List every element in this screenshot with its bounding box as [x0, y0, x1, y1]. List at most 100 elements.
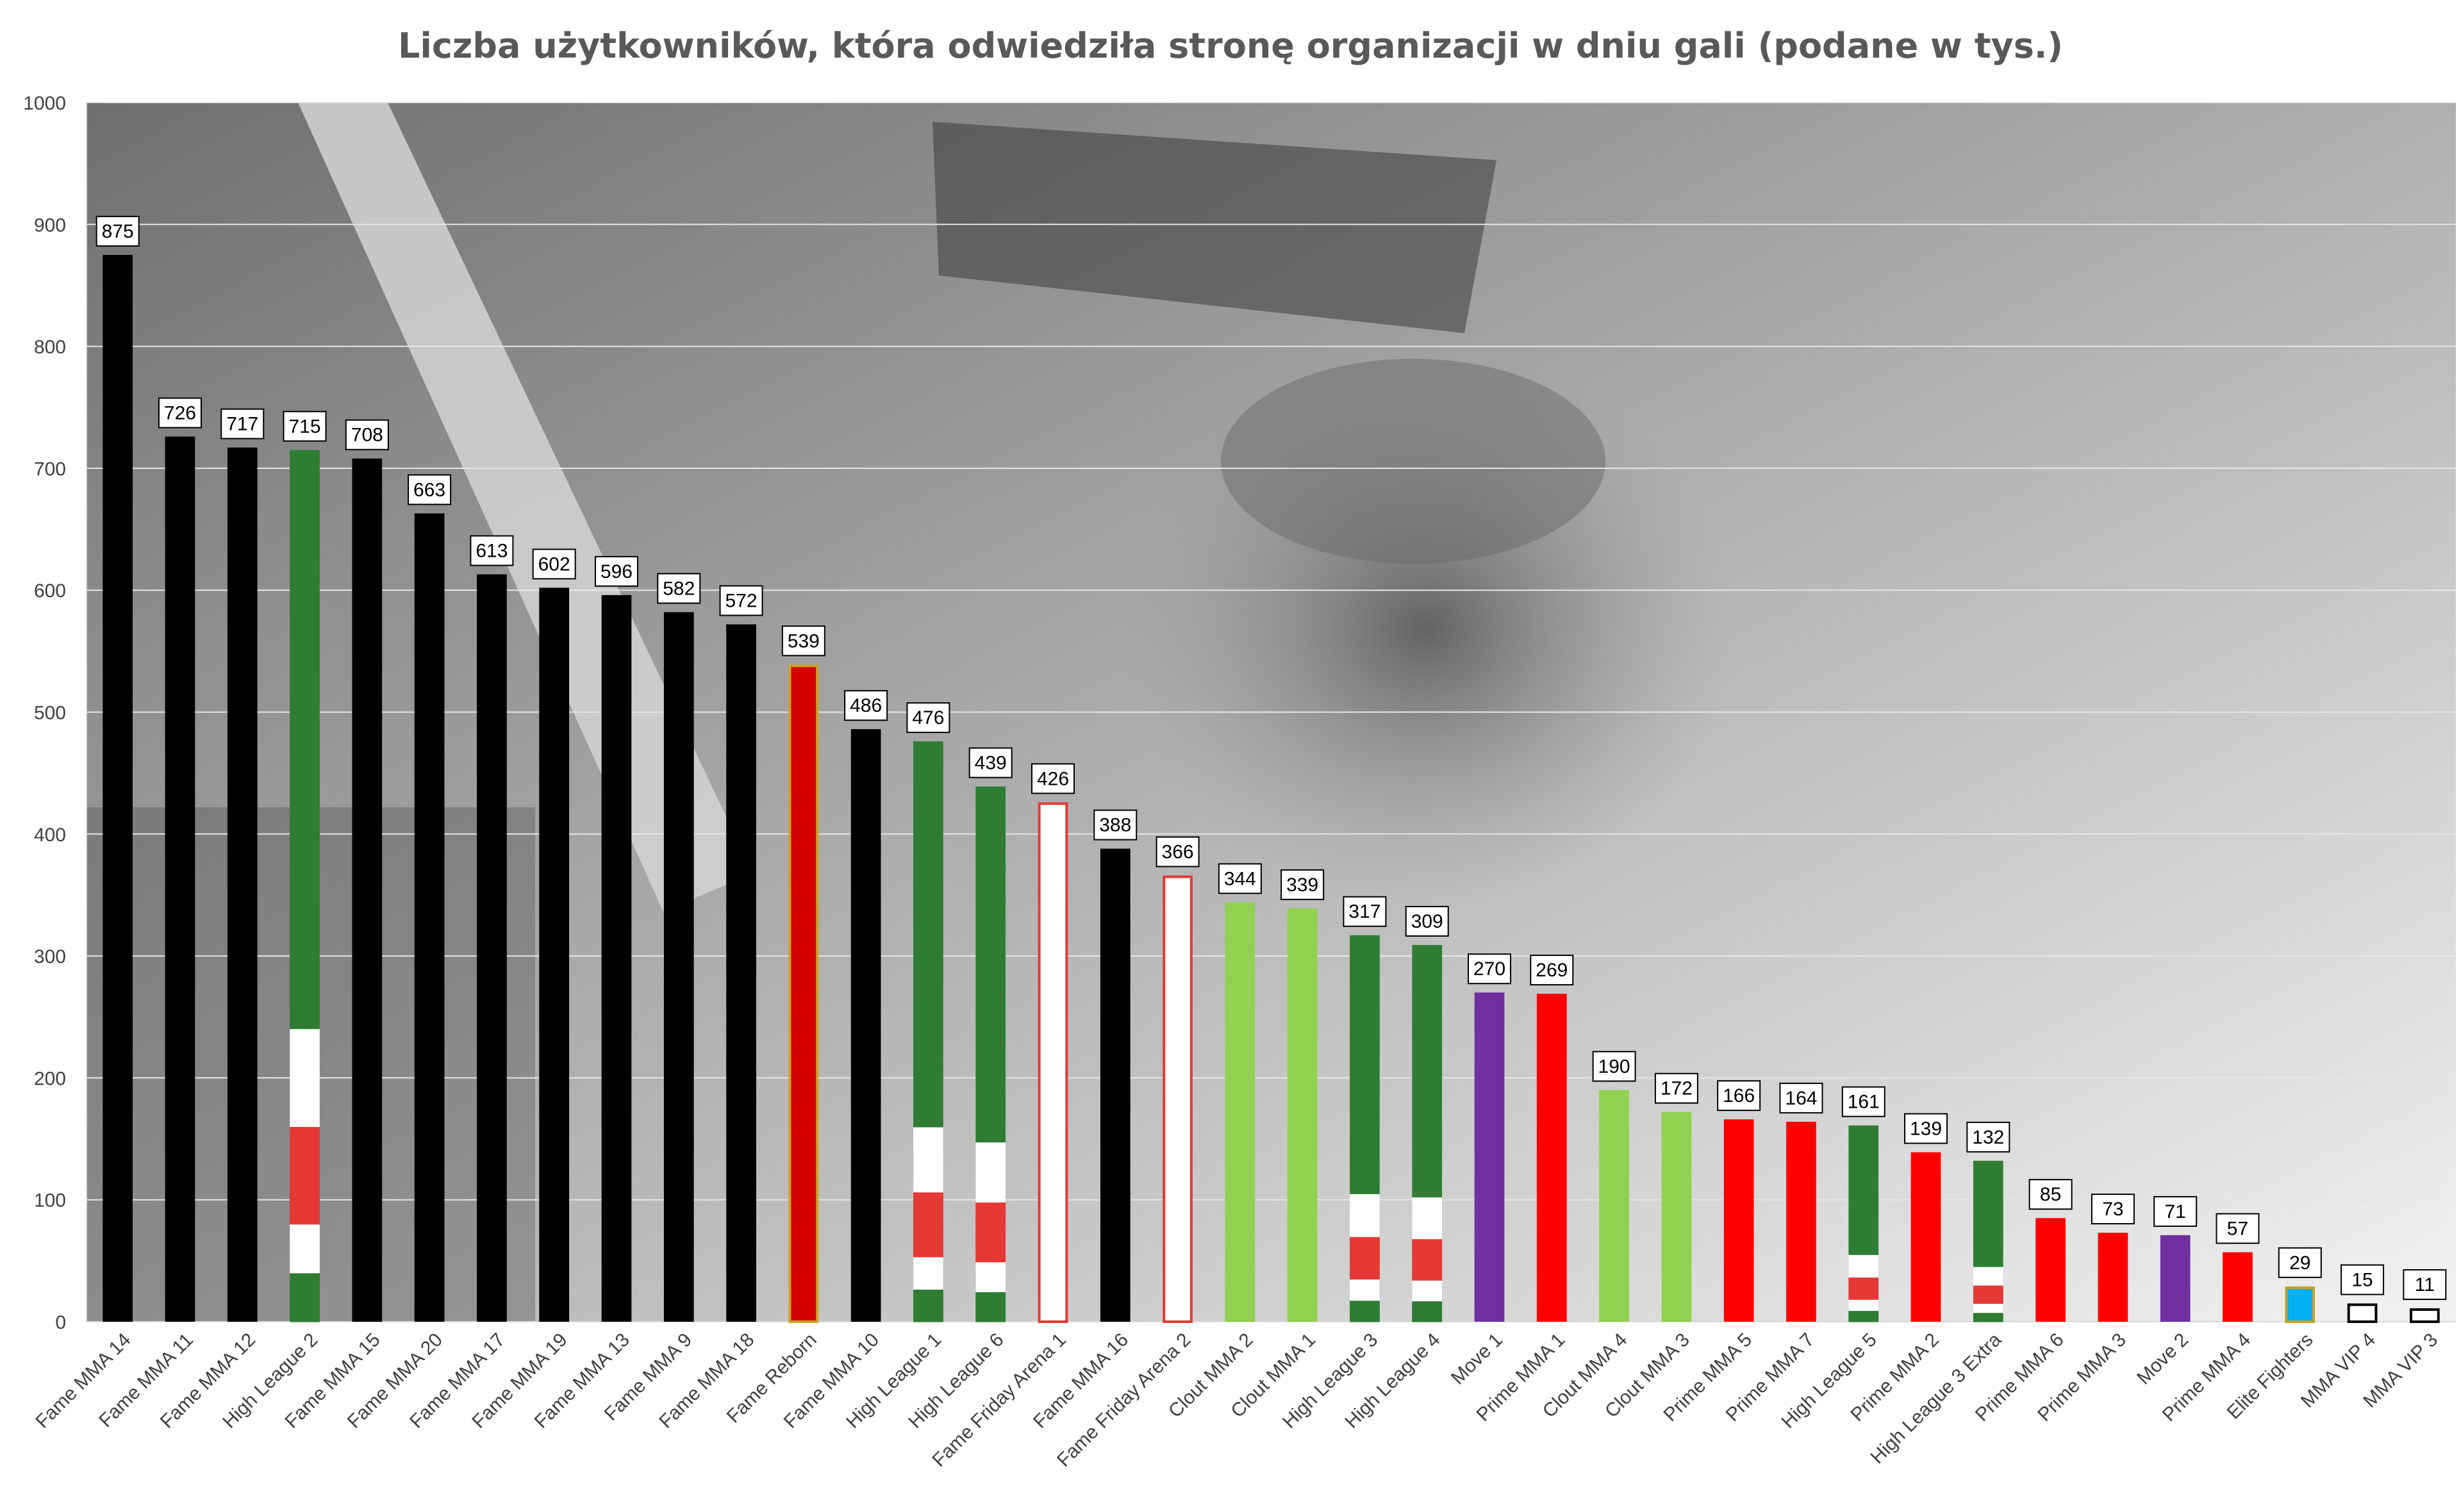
bar-flag-stripe	[1848, 1288, 1879, 1300]
data-label: 486	[850, 695, 882, 716]
data-label-box	[719, 585, 763, 616]
data-label: 715	[288, 416, 320, 437]
data-label-box	[95, 215, 140, 247]
bar-group	[414, 513, 445, 1322]
data-label: 726	[164, 402, 196, 423]
data-label: 476	[912, 707, 944, 728]
bar-flag-stripe	[1412, 1238, 1443, 1260]
data-label-box	[1717, 1080, 1761, 1112]
data-label-box	[2153, 1196, 2198, 1227]
data-label: 161	[1848, 1092, 1880, 1113]
data-label-box	[2403, 1269, 2447, 1301]
y-axis-ticks: 0 100 200 300 400 500 600 700 800 900 1000	[23, 93, 66, 1333]
bar-flag-stripe	[1848, 1299, 1879, 1311]
category-label: Move 1	[1447, 1329, 1507, 1389]
bar-group	[2347, 1303, 2378, 1323]
bar-flag-stripe	[975, 1142, 1006, 1173]
data-label-box	[2028, 1179, 2073, 1210]
bar-flag-stripe	[1412, 1259, 1443, 1281]
bar	[539, 588, 570, 1322]
bar-group	[1848, 1125, 1879, 1322]
data-label: 166	[1723, 1085, 1755, 1106]
data-label-box	[1343, 896, 1387, 927]
bar-flag-stripe	[290, 1126, 320, 1176]
bar-group	[227, 447, 258, 1322]
bar-flag-stripe	[1848, 1254, 1879, 1267]
data-label: 317	[1348, 901, 1380, 923]
background-light-beam	[298, 103, 753, 912]
bar-flag-stripe	[1350, 1215, 1380, 1237]
bar-flag-stripe	[913, 1192, 943, 1225]
bar	[1100, 848, 1131, 1322]
bar	[850, 729, 881, 1322]
bar-flag-stripe	[975, 1261, 1006, 1292]
bar-flag-stripe	[1848, 1266, 1879, 1278]
data-label-box	[470, 535, 514, 566]
y-tick-label: 900	[34, 215, 66, 236]
data-label-box	[1156, 836, 1200, 867]
bar	[1163, 875, 1193, 1323]
bar-group	[1287, 908, 1318, 1322]
data-label-box	[1530, 955, 1574, 986]
data-label: 57	[2227, 1219, 2248, 1240]
data-label-box	[532, 548, 576, 580]
bar-flag-stripe	[913, 1160, 943, 1193]
bar	[1225, 902, 1255, 1322]
bar	[1661, 1112, 1692, 1322]
data-label: 269	[1536, 960, 1568, 981]
bar-group	[663, 612, 694, 1322]
data-label-box	[1405, 905, 1449, 937]
data-label: 613	[476, 540, 508, 561]
bar-flag-stripe	[1973, 1303, 2003, 1313]
bar-flag-stripe	[290, 1078, 320, 1128]
data-label: 309	[1411, 911, 1443, 932]
bar-flag-stripe	[1412, 1197, 1443, 1219]
data-label-box	[657, 573, 701, 604]
bar-group	[103, 254, 133, 1322]
y-tick-label: 300	[34, 946, 66, 967]
data-label-box	[1280, 869, 1325, 900]
data-label-box	[1841, 1086, 1885, 1117]
data-label-box	[1966, 1121, 2010, 1153]
bar-group	[726, 624, 756, 1322]
data-label: 717	[226, 414, 258, 435]
data-label: 85	[2040, 1184, 2061, 1205]
bar-group	[913, 741, 943, 1322]
bar	[103, 254, 133, 1322]
bar	[788, 664, 819, 1323]
data-label-box	[594, 555, 638, 587]
bar-flag-stripe	[1412, 1280, 1443, 1302]
bar-flag-stripe	[913, 1256, 943, 1290]
data-label-box	[2216, 1213, 2260, 1244]
bar-group	[1225, 902, 1255, 1322]
data-label: 539	[788, 630, 820, 652]
chart-title: Liczba użytkowników, która odwiedziła st…	[398, 26, 2063, 66]
data-label: 366	[1162, 842, 1194, 863]
bar	[1038, 802, 1068, 1323]
bar-group	[1723, 1119, 1754, 1322]
bar-group	[165, 436, 195, 1322]
bar-group	[1910, 1152, 1941, 1322]
bar-flag-stripe	[1350, 1258, 1380, 1280]
data-label-box	[345, 419, 389, 450]
bar	[663, 612, 694, 1322]
data-label: 339	[1286, 875, 1318, 896]
bar-group	[477, 574, 507, 1322]
y-tick-label: 700	[34, 459, 66, 480]
data-label-box	[906, 702, 950, 734]
bar	[227, 447, 258, 1322]
bar-flag-stripe	[1412, 1301, 1443, 1322]
bar-flag-stripe	[1848, 1277, 1879, 1289]
bar-group	[1786, 1121, 1816, 1322]
data-label: 344	[1224, 868, 1256, 889]
y-tick-label: 600	[34, 580, 66, 602]
data-label-box	[2091, 1194, 2135, 1225]
bar-flag-stripe	[290, 1029, 320, 1078]
bar	[477, 574, 507, 1322]
bar	[1287, 908, 1318, 1322]
bar-group	[1038, 802, 1068, 1323]
bar-group	[1474, 992, 1505, 1322]
bar-group	[2410, 1308, 2440, 1324]
